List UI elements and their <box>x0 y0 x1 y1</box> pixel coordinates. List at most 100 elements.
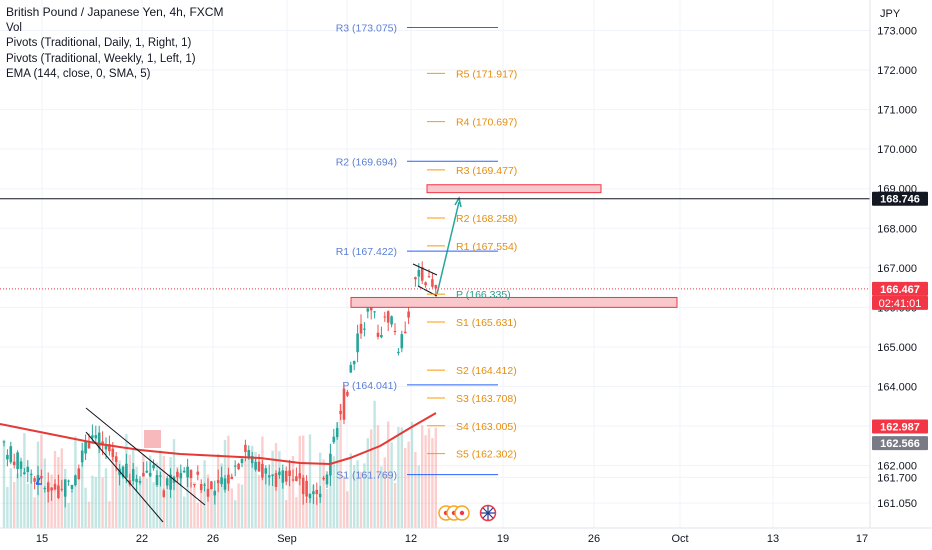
daily-pivot-label: S4 (163.005) <box>456 421 517 433</box>
indicator-ema[interactable]: EMA (144, close, 0, SMA, 5) <box>6 68 151 80</box>
volume-bar <box>98 443 101 528</box>
candle-body <box>63 479 67 497</box>
volume-bar <box>397 426 400 528</box>
candle-body <box>155 475 159 486</box>
volume-bar <box>349 453 352 528</box>
volume-bar <box>376 425 380 528</box>
candle-body <box>70 484 74 490</box>
currency-label: JPY <box>880 8 901 20</box>
indicator-vol[interactable]: Vol <box>6 21 22 34</box>
volume-bar <box>230 488 233 528</box>
volume-bar <box>278 451 281 528</box>
volume-bar <box>417 465 420 528</box>
daily-pivot-label: R1 (167.554) <box>456 241 517 253</box>
volume-bar <box>108 501 111 528</box>
volume-bar <box>19 460 23 528</box>
candle-body <box>230 476 234 480</box>
volume-bar <box>183 496 186 528</box>
candle-body <box>159 475 162 477</box>
volume-bar <box>380 466 383 528</box>
price-tick-label: 171.000 <box>877 105 917 117</box>
event-markers <box>438 504 497 522</box>
candle-body <box>152 464 155 469</box>
volume-bar <box>203 460 206 528</box>
time-tick-label: 22 <box>136 533 148 545</box>
volume-bar <box>268 476 271 528</box>
daily-pivot-label: S1 (165.631) <box>456 317 517 329</box>
candle-body <box>206 488 210 497</box>
volume-bar <box>373 400 376 528</box>
candle-body <box>67 480 70 482</box>
time-tick-label: 19 <box>497 533 509 545</box>
indicator-weekly-pivots[interactable]: Pivots (Traditional, Weekly, 1, Left, 1) <box>6 52 196 65</box>
candle-body <box>298 473 302 479</box>
volume-bar <box>427 428 431 528</box>
demand-zone <box>350 296 678 308</box>
candle-body <box>397 351 400 354</box>
candle-body <box>359 323 363 334</box>
candle-body <box>80 450 84 463</box>
volume-bar <box>155 462 159 528</box>
volume-bar <box>67 502 70 528</box>
volume-bar <box>9 468 12 528</box>
candle-body <box>189 469 193 479</box>
volume-bar <box>404 447 407 528</box>
symbol-title[interactable]: British Pound / Japanese Yen, 4h, FXCM <box>6 5 224 19</box>
volume-bar <box>91 475 94 528</box>
price-label-text: 166.467 <box>880 284 920 296</box>
candle-body <box>322 477 325 480</box>
volume-bar <box>43 458 46 528</box>
daily-pivot-label: R3 (169.477) <box>456 165 517 177</box>
indicator-daily-pivots[interactable]: Pivots (Traditional, Daily, 1, Right, 1) <box>6 37 192 49</box>
volume-bar <box>288 462 291 528</box>
flag-line-upper <box>412 263 438 276</box>
time-tick-label: 13 <box>767 533 779 545</box>
candle-body <box>346 391 349 396</box>
candle-body <box>2 441 6 443</box>
candle-body <box>114 456 118 462</box>
candle-body <box>295 476 298 481</box>
price-label-text: 02:41:01 <box>879 298 922 310</box>
candle-body <box>315 489 319 495</box>
volume-bar <box>16 473 19 528</box>
volume-bar <box>251 445 254 528</box>
candle-body <box>148 472 152 477</box>
volume-bar <box>305 498 308 528</box>
time-tick-label: 26 <box>207 533 219 545</box>
candle-body <box>227 474 230 484</box>
candle-body <box>332 436 336 443</box>
volume-bar <box>186 475 189 528</box>
candle-body <box>335 427 339 438</box>
candle-body <box>9 446 13 463</box>
candle-body <box>23 472 26 475</box>
volume-bar <box>23 433 26 528</box>
price-tick-label: 167.000 <box>877 263 917 275</box>
candle-body <box>414 277 417 280</box>
candle-body <box>213 490 217 496</box>
candle-body <box>237 463 240 470</box>
supply-zone <box>426 184 602 194</box>
weekly-pivot-label: P (164.041) <box>342 380 397 392</box>
candle-body <box>40 476 43 479</box>
price-label-text: 162.566 <box>880 438 920 450</box>
candle-body <box>216 480 220 484</box>
volume-bar <box>281 482 284 528</box>
candle-body <box>400 334 404 349</box>
volume-bar <box>295 497 298 528</box>
time-tick-label: Sep <box>277 533 297 545</box>
daily-pivot-label: P (166.335) <box>456 289 511 301</box>
price-tick-label: 164.000 <box>877 381 917 393</box>
candle-body <box>363 328 366 330</box>
volume-bar <box>271 450 274 528</box>
candle-body <box>254 461 257 470</box>
candle-body <box>274 473 278 487</box>
candle-body <box>196 471 200 475</box>
candle-body <box>77 468 81 480</box>
candle-body <box>6 454 9 460</box>
candle-body <box>138 481 142 483</box>
volume-bar <box>6 486 9 528</box>
volume-bar <box>135 466 138 528</box>
price-tick-label: 168.000 <box>877 223 917 235</box>
daily-pivot-label: S5 (162.302) <box>456 449 517 461</box>
